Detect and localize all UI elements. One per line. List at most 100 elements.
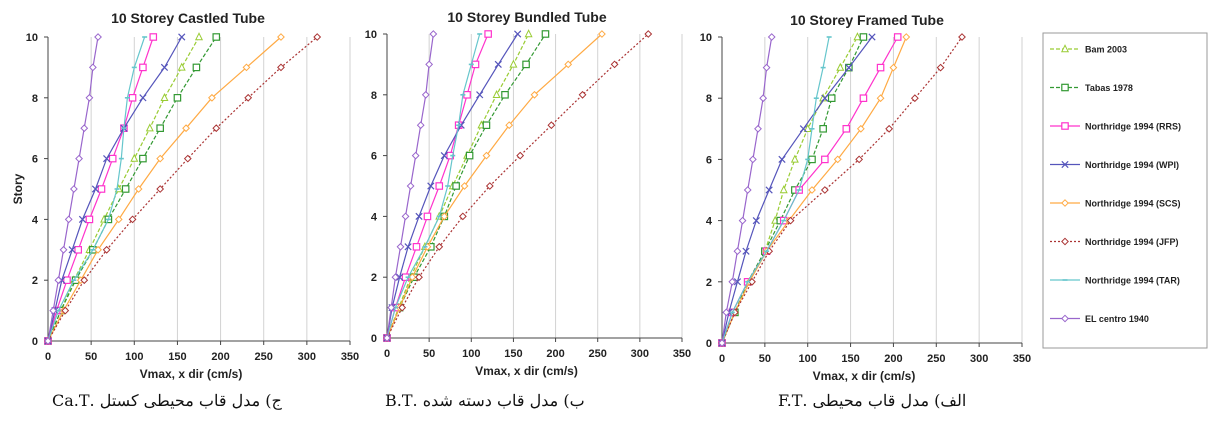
series-line — [47, 36, 200, 342]
data-point — [494, 60, 502, 69]
data-point — [91, 185, 100, 193]
data-point — [728, 277, 737, 286]
data-point — [114, 215, 123, 224]
x-tick-label: 250 — [255, 351, 273, 363]
data-point — [827, 94, 836, 103]
legend-marker — [1061, 314, 1069, 323]
data-point — [121, 185, 130, 193]
data-point — [853, 32, 862, 41]
x-tick-label: 200 — [884, 353, 902, 365]
y-tick-label: 4 — [706, 216, 713, 228]
data-point — [530, 90, 539, 99]
data-point — [401, 212, 410, 221]
data-point — [156, 124, 164, 133]
data-point — [425, 60, 434, 69]
legend: Bam 2003 Tabas 1978 Northridge 1994 (RRS) N… — [1042, 32, 1208, 349]
data-point — [173, 93, 182, 102]
data-point — [754, 124, 762, 133]
data-point — [458, 212, 467, 221]
legend-label: Northridge 1994 (JFP) — [1085, 237, 1179, 247]
data-point — [501, 90, 509, 99]
legend-entry: EL centro 1940 — [1050, 314, 1149, 324]
data-point — [902, 33, 911, 41]
series-northridge-1994-scs — [383, 30, 606, 342]
data-point — [160, 92, 169, 101]
x-tick-label: 300 — [970, 353, 988, 365]
legend-label: Northridge 1994 (RRS) — [1085, 122, 1181, 132]
data-point — [485, 182, 494, 190]
y-tick-label: 6 — [32, 154, 38, 166]
x-tick-label: 300 — [631, 348, 649, 360]
x-tick-label: 150 — [168, 351, 186, 363]
legend-entry: Northridge 1994 (SCS) — [1050, 199, 1181, 209]
data-point — [277, 33, 285, 41]
data-point — [738, 216, 747, 225]
data-point — [460, 182, 469, 190]
data-point — [718, 339, 726, 347]
data-point — [313, 33, 322, 41]
y-tick-label: 4 — [371, 211, 378, 223]
data-point — [856, 124, 865, 133]
y-tick-label: 0 — [32, 336, 38, 348]
data-point — [134, 185, 143, 193]
series-northridge-1994-rrs — [383, 30, 492, 342]
data-point — [177, 62, 186, 71]
data-point — [808, 186, 816, 194]
data-point — [910, 94, 919, 103]
chart-panel-2: 0 50 100 150 200 250 300 350 0 2 4 6 8 10 10 Storey Bu… — [365, 9, 691, 378]
legend-box — [1042, 32, 1208, 349]
data-point — [767, 33, 776, 41]
series-line — [47, 36, 318, 342]
data-point — [610, 60, 619, 69]
legend-entry: Northridge 1994 (RRS) — [1050, 122, 1181, 132]
chart-title: 10 Storey Framed Tube — [790, 12, 944, 28]
data-point — [889, 63, 898, 72]
x-axis-label: Vmax, x dir (cm/s) — [475, 364, 578, 378]
data-point — [492, 89, 501, 98]
x-tick-label: 50 — [759, 353, 771, 365]
legend-marker — [1061, 122, 1069, 130]
legend-label: EL centro 1940 — [1085, 314, 1149, 324]
data-point — [790, 154, 799, 163]
legend-label: Bam 2003 — [1085, 45, 1127, 55]
x-axis-label: Vmax, x dir (cm/s) — [813, 369, 916, 383]
series-el-centro-1940 — [718, 33, 776, 347]
data-point — [885, 124, 894, 133]
data-point — [524, 29, 533, 38]
data-point — [435, 182, 444, 190]
data-point — [484, 30, 492, 38]
data-point — [396, 273, 404, 281]
legend-label: Northridge 1994 (SCS) — [1085, 199, 1181, 209]
data-point — [415, 212, 423, 221]
data-point — [541, 30, 550, 38]
x-tick-label: 350 — [341, 351, 359, 363]
chart-panel-3: 0 50 100 150 200 250 300 350 0 2 4 6 8 10 10 Storey Fr… — [700, 12, 1031, 383]
data-point — [97, 185, 106, 193]
data-point — [80, 124, 89, 133]
y-tick-label: 4 — [32, 214, 39, 226]
data-point — [156, 185, 165, 193]
data-point — [514, 30, 522, 38]
data-point — [855, 155, 864, 164]
data-point — [821, 155, 829, 164]
data-point — [644, 30, 653, 38]
data-point — [742, 247, 750, 255]
y-tick-label: 10 — [26, 32, 38, 44]
data-point — [128, 93, 137, 102]
data-point — [242, 63, 251, 72]
x-tick-label: 350 — [673, 348, 691, 360]
series-northridge-1994-jfp — [718, 33, 966, 347]
data-point — [759, 94, 768, 103]
y-axis-label: Story — [11, 173, 25, 204]
data-point — [102, 245, 111, 254]
data-point — [78, 215, 87, 224]
data-point — [108, 154, 117, 163]
data-point — [423, 212, 432, 221]
data-point — [383, 334, 391, 342]
data-point — [779, 185, 788, 194]
data-point — [547, 121, 556, 130]
data-point — [103, 154, 111, 163]
x-tick-label: 0 — [45, 351, 51, 363]
y-tick-label: 2 — [371, 272, 377, 284]
data-point — [244, 93, 253, 102]
